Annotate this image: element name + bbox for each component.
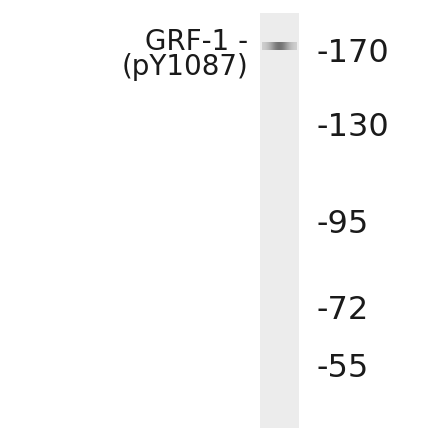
Text: -130: -130 [317,112,389,143]
Text: GRF-1 -: GRF-1 - [146,28,249,56]
Text: -72: -72 [317,295,369,326]
Text: -170: -170 [317,38,389,69]
Text: (pY1087): (pY1087) [122,53,249,81]
Text: -95: -95 [317,209,369,240]
Bar [260,13,299,428]
Text: -55: -55 [317,353,369,384]
